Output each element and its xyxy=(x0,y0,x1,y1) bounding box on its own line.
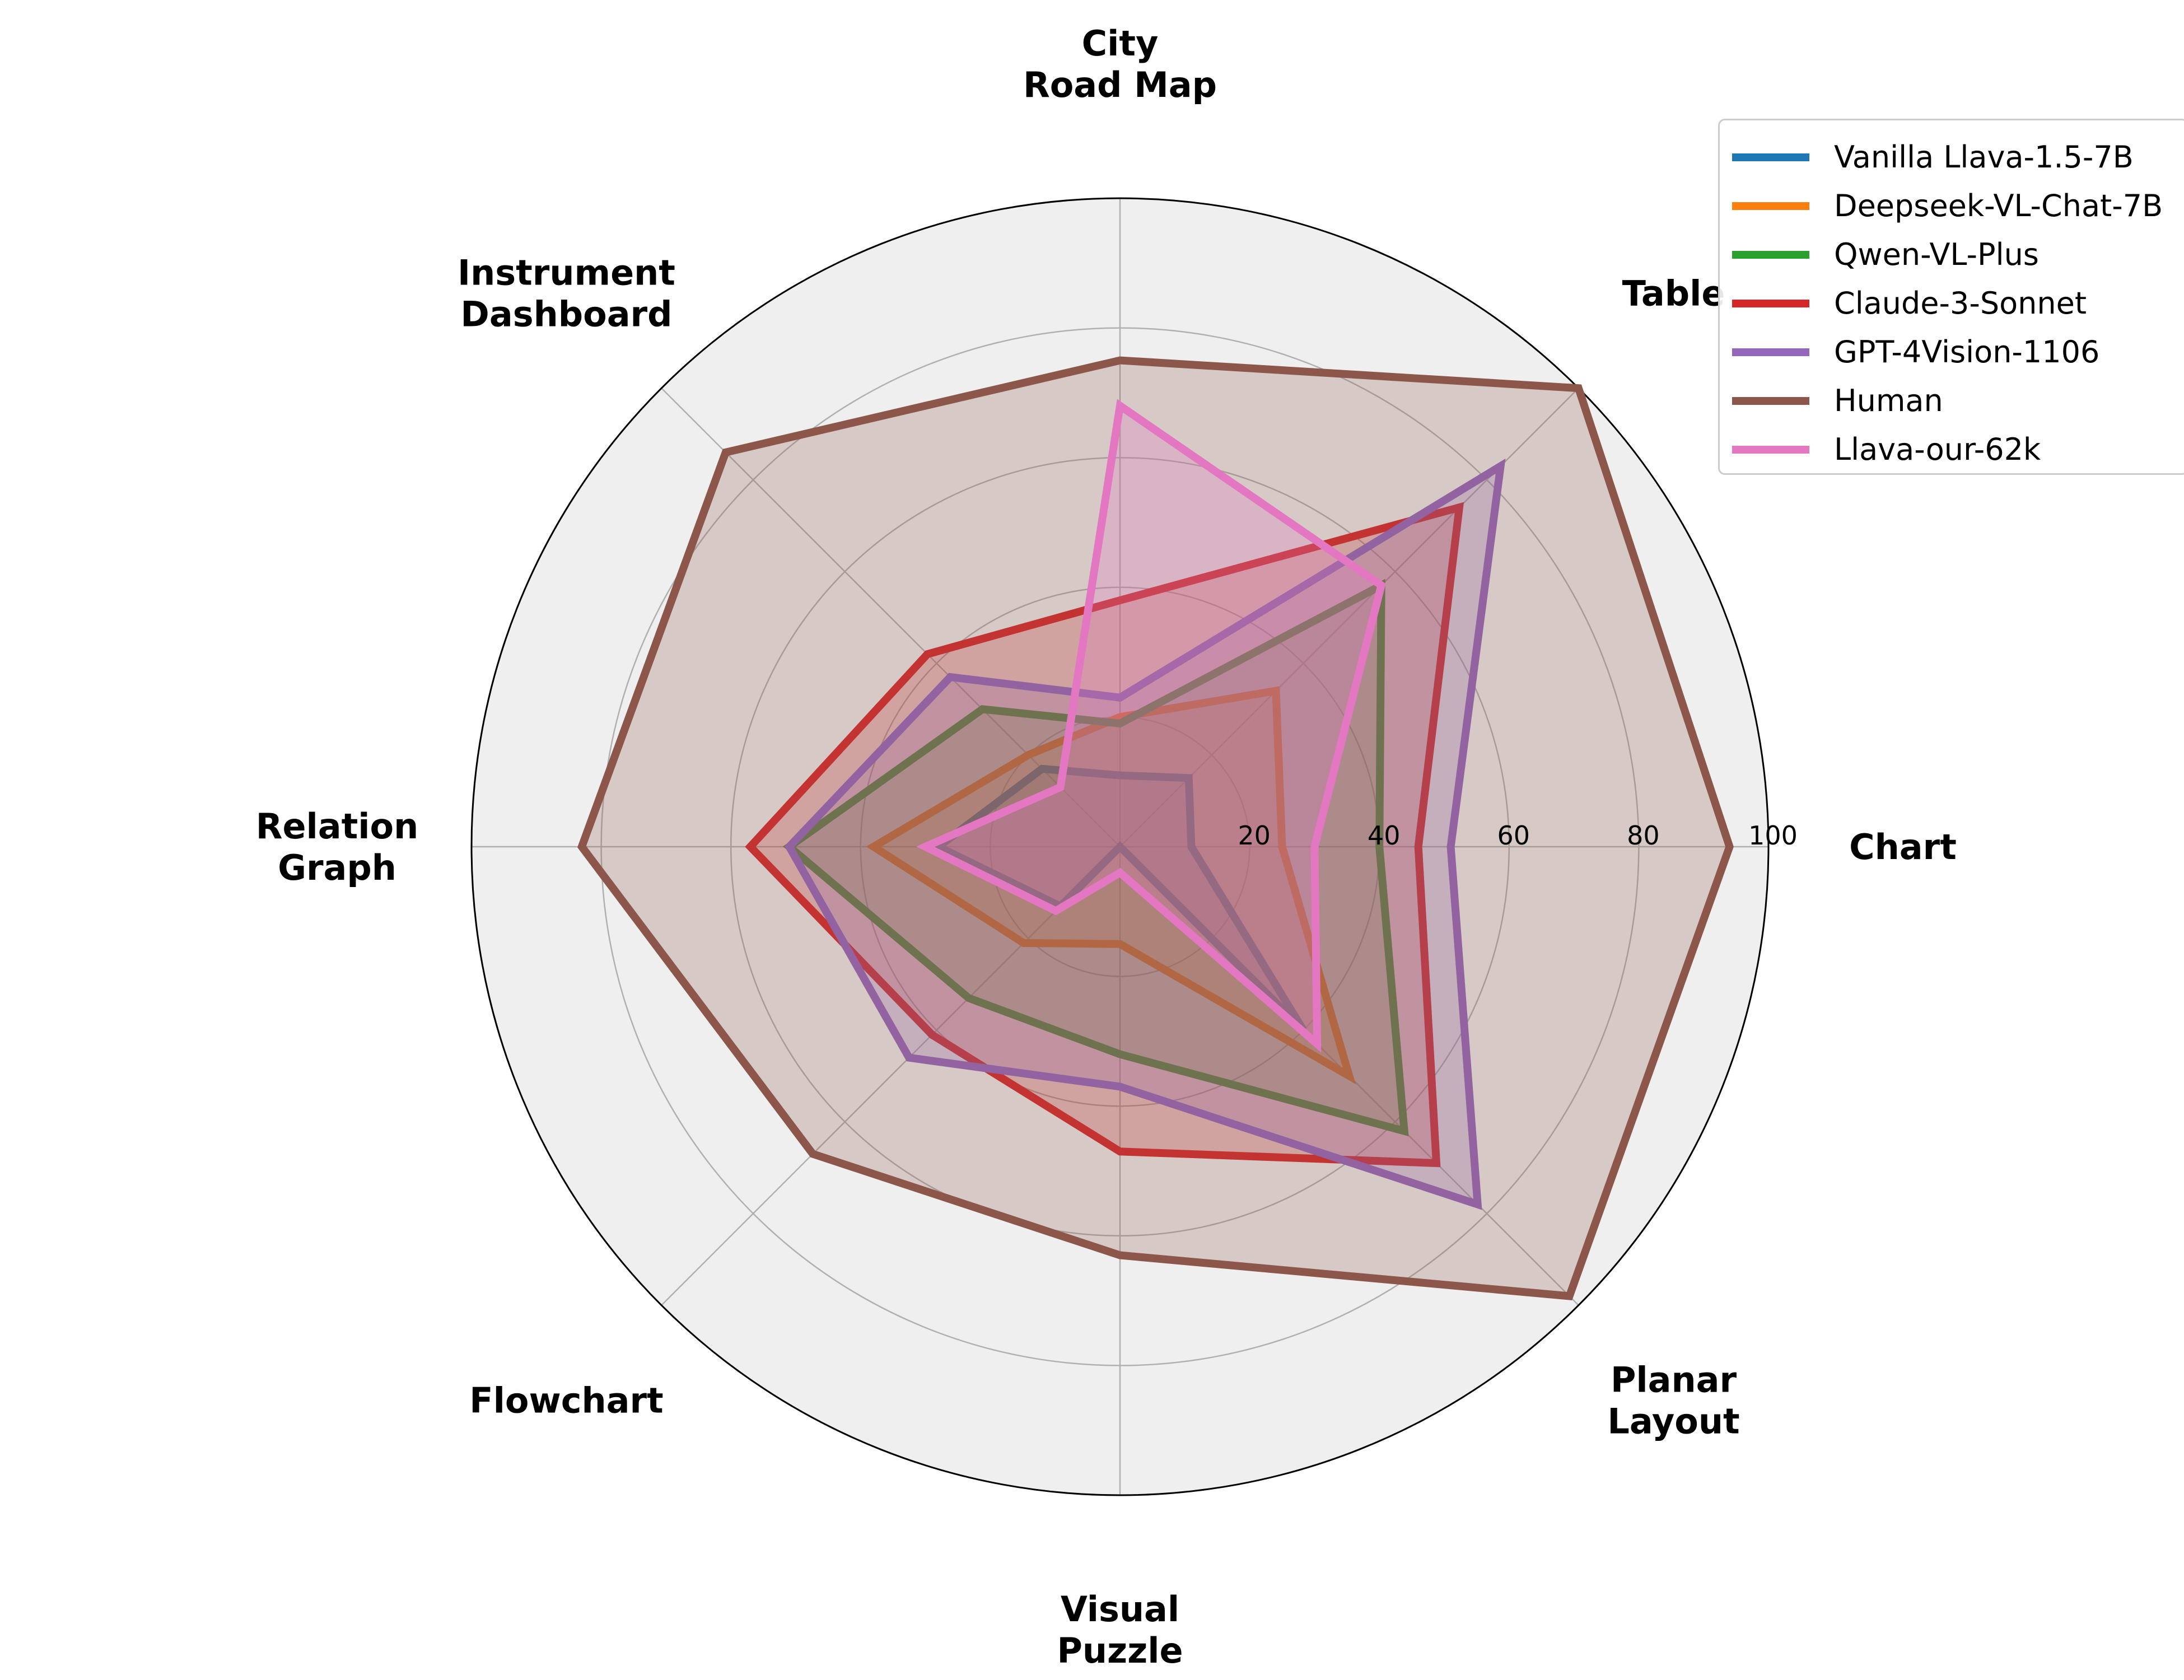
series-group xyxy=(577,356,1734,1300)
axis-label: Table xyxy=(1622,273,1725,314)
axis-label-line: Road Map xyxy=(1023,64,1217,105)
legend-swatch xyxy=(1732,153,1809,161)
radial-tick-label: 60 xyxy=(1497,820,1530,851)
radial-tick-label: 20 xyxy=(1238,820,1271,851)
legend-label: GPT-4Vision-1106 xyxy=(1834,334,2100,370)
series-group xyxy=(916,399,1386,1053)
series-group xyxy=(784,458,1506,1210)
legend-swatch xyxy=(1732,396,1809,405)
axis-label-line: Graph xyxy=(278,847,396,888)
series-line xyxy=(577,356,1734,1300)
axis-label-line: Table xyxy=(1622,273,1725,314)
legend-swatch xyxy=(1732,348,1809,356)
axis-label: Visual Puzzle xyxy=(1057,1589,1183,1671)
radial-tick-label: 40 xyxy=(1368,820,1401,851)
axis-label: City Road Map xyxy=(1023,23,1217,105)
legend-swatch xyxy=(1732,250,1809,259)
legend-swatch xyxy=(1732,299,1809,307)
axis-label-line: Flowchart xyxy=(469,1380,663,1421)
outer-frame xyxy=(470,197,1770,1496)
axis-label-line: City xyxy=(1082,23,1159,64)
legend-label: Vanilla Llava-1.5-7B xyxy=(1834,139,2134,175)
legend-label: Qwen-VL-Plus xyxy=(1834,237,2039,272)
legend-item: Vanilla Llava-1.5-7B xyxy=(1732,133,2184,181)
series-area xyxy=(938,768,1304,1030)
series-area xyxy=(874,690,1350,1076)
axis-label-line: Planar xyxy=(1611,1360,1737,1401)
legend-item: Claude-3-Sonnet xyxy=(1732,279,2184,328)
radial-tick-label: 80 xyxy=(1627,820,1660,851)
series-area xyxy=(581,360,1730,1296)
series-line xyxy=(866,686,1356,1085)
axis-label: Relation Graph xyxy=(256,806,419,888)
series-area xyxy=(925,405,1382,1044)
axis-label: Instrument Dashboard xyxy=(458,252,675,334)
legend-item: GPT-4Vision-1106 xyxy=(1732,328,2184,376)
series-group xyxy=(931,764,1307,1033)
axis-label-line: Dashboard xyxy=(460,293,672,334)
legend-swatch xyxy=(1732,445,1809,454)
legend-swatch xyxy=(1732,202,1809,210)
series-area xyxy=(789,466,1501,1205)
series-area xyxy=(750,507,1459,1163)
axis-label: Flowchart xyxy=(469,1380,663,1421)
axis-label-line: Layout xyxy=(1607,1401,1739,1442)
radial-tick-label: 100 xyxy=(1748,820,1798,851)
series-line xyxy=(916,399,1386,1053)
legend-label: Claude-3-Sonnet xyxy=(1834,286,2087,321)
chart-legend: Vanilla Llava-1.5-7B Deepseek-VL-Chat-7B Q… xyxy=(1718,119,2184,475)
series-line xyxy=(931,764,1307,1033)
axis-label-line: Chart xyxy=(1849,827,1957,867)
axis-label-line: Visual xyxy=(1061,1589,1179,1630)
legend-item: Llava-our-62k xyxy=(1732,425,2184,474)
legend-label: Llava-our-62k xyxy=(1834,432,2041,467)
series-group xyxy=(866,686,1356,1085)
axis-label-line: Puzzle xyxy=(1057,1630,1183,1671)
axis-label-line: Relation xyxy=(256,806,419,847)
legend-label: Deepseek-VL-Chat-7B xyxy=(1834,188,2163,223)
axis-label: Planar Layout xyxy=(1607,1360,1739,1442)
legend-item: Qwen-VL-Plus xyxy=(1732,230,2184,279)
legend-item: Human xyxy=(1732,376,2184,425)
series-line xyxy=(784,458,1506,1210)
axis-label: Chart xyxy=(1849,827,1957,867)
axis-label-line: Instrument xyxy=(458,252,675,293)
legend-item: Deepseek-VL-Chat-7B xyxy=(1732,181,2184,230)
grid-spoke xyxy=(661,846,1121,1306)
series-area xyxy=(789,585,1404,1131)
legend-label: Human xyxy=(1834,383,1943,418)
